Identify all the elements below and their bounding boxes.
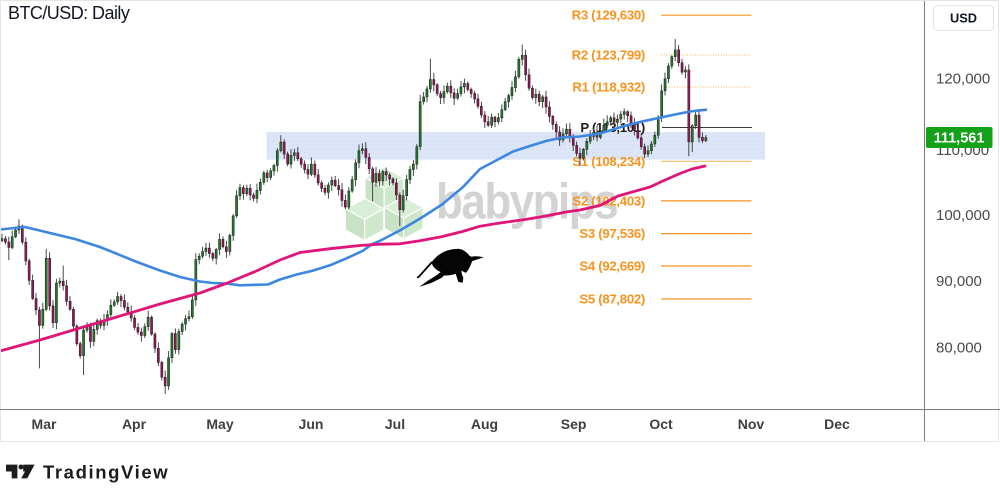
svg-text:S4 (92,669): S4 (92,669) — [579, 259, 645, 274]
svg-text:BTC/USD: Daily: BTC/USD: Daily — [8, 3, 130, 23]
svg-text:Oct: Oct — [649, 416, 673, 432]
svg-text:TradingView: TradingView — [43, 462, 169, 483]
svg-text:Nov: Nov — [738, 416, 765, 432]
svg-text:Sep: Sep — [561, 416, 587, 432]
svg-text:Dec: Dec — [824, 416, 850, 432]
svg-text:Mar: Mar — [32, 416, 57, 432]
svg-text:Apr: Apr — [122, 416, 147, 432]
svg-text:80,000: 80,000 — [936, 340, 982, 357]
svg-text:120,000: 120,000 — [936, 71, 990, 88]
svg-text:S5 (87,802): S5 (87,802) — [579, 292, 645, 307]
svg-text:Jul: Jul — [385, 416, 405, 432]
svg-text:90,000: 90,000 — [936, 273, 982, 290]
svg-text:S1 (108,234): S1 (108,234) — [572, 154, 645, 169]
svg-text:May: May — [206, 416, 233, 432]
svg-text:111,561: 111,561 — [934, 131, 985, 147]
svg-text:R1 (118,932): R1 (118,932) — [572, 80, 645, 95]
svg-text:Jun: Jun — [299, 416, 324, 432]
svg-text:R2 (123,799): R2 (123,799) — [572, 48, 645, 63]
svg-text:Aug: Aug — [471, 416, 498, 432]
svg-text:R3 (129,630): R3 (129,630) — [572, 8, 645, 23]
svg-text:100,000: 100,000 — [936, 207, 990, 224]
svg-text:S3 (97,536): S3 (97,536) — [579, 226, 645, 241]
svg-text:USD: USD — [950, 11, 977, 26]
